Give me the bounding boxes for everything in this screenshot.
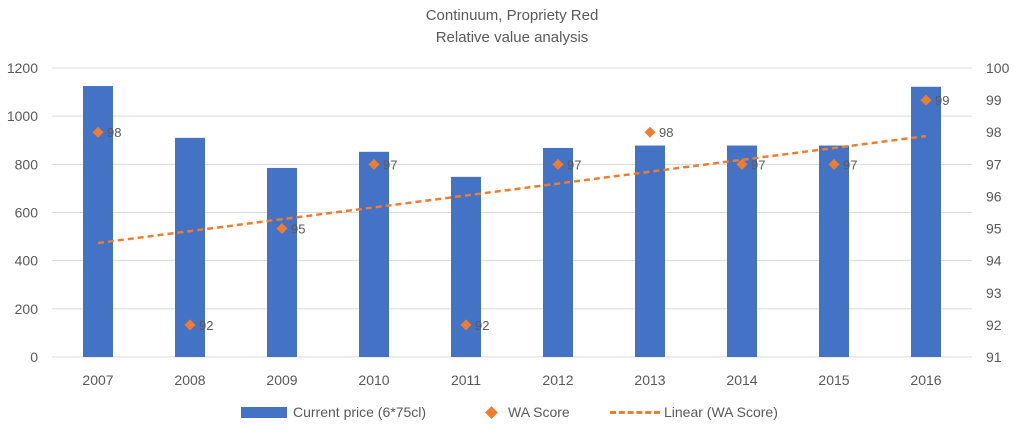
y-right-tick-label: 98	[986, 124, 1002, 140]
legend-label-trend: Linear (WA Score)	[664, 404, 778, 420]
bar	[727, 145, 757, 357]
y-right-tick-label: 96	[986, 188, 1002, 204]
data-label: 97	[751, 157, 765, 172]
legend-item-scatter: WA Score	[485, 402, 570, 422]
data-label: 92	[199, 318, 213, 333]
y-right-tick-label: 99	[986, 92, 1002, 108]
data-label: 95	[291, 222, 305, 237]
y-right-tick-label: 91	[986, 349, 1002, 365]
scatter-point	[92, 126, 104, 138]
x-tick-label: 2011	[451, 372, 481, 388]
bar	[267, 167, 297, 357]
legend-item-trend: Linear (WA Score)	[610, 402, 778, 422]
x-tick-label: 2015	[818, 372, 849, 388]
legend-diamond-swatch	[485, 405, 498, 419]
chart-title: Continuum, Propriety Red	[425, 7, 599, 24]
bar	[819, 145, 849, 357]
y-left-tick-label: 1000	[7, 108, 38, 124]
data-label: 98	[107, 125, 121, 140]
plot-area: 0 200 400 600 800 1000 1200 91 92 93 94 95 96 97 98 99 1…	[7, 60, 1010, 388]
scatter-point	[460, 319, 472, 331]
y-left-tick-label: 200	[15, 301, 39, 317]
y-right-tick-label: 95	[986, 221, 1002, 237]
data-label: 92	[475, 318, 489, 333]
x-tick-label: 2007	[82, 372, 113, 388]
scatter-point	[368, 158, 380, 170]
scatter-point	[644, 126, 656, 138]
y-left-tick-label: 600	[15, 205, 39, 221]
legend-label-scatter: WA Score	[508, 404, 570, 420]
legend-bar-swatch	[241, 406, 287, 418]
legend: Current price (6*75cl) WA Score Linear (…	[0, 402, 1024, 422]
x-tick-label: 2009	[266, 372, 297, 388]
x-tick-label: 2010	[358, 372, 389, 388]
y-left-tick-label: 0	[30, 349, 38, 365]
x-tick-label: 2013	[634, 372, 665, 388]
y-left-tick-label: 400	[15, 253, 39, 269]
scatter-point	[184, 319, 196, 331]
x-tick-label: 2014	[726, 372, 757, 388]
scatter-point	[736, 158, 748, 170]
x-tick-label: 2016	[910, 372, 941, 388]
y-left-tick-label: 1200	[7, 60, 38, 76]
data-label: 99	[935, 93, 949, 108]
bar	[543, 147, 573, 357]
y-right-tick-label: 92	[986, 317, 1002, 333]
data-label: 97	[843, 157, 857, 172]
data-label: 98	[659, 125, 673, 140]
bar	[359, 151, 389, 357]
legend-label-bar: Current price (6*75cl)	[293, 404, 427, 420]
y-right-tick-label: 94	[986, 253, 1002, 269]
x-tick-label: 2008	[174, 372, 205, 388]
bar	[911, 86, 941, 357]
scatter-point	[552, 158, 564, 170]
y-right-tick-label: 93	[986, 285, 1002, 301]
x-tick-label: 2012	[542, 372, 573, 388]
chart-subtitle: Relative value analysis	[435, 29, 589, 46]
y-right-tick-label: 97	[986, 156, 1002, 172]
scatter-point	[828, 158, 840, 170]
scatter-point	[276, 223, 288, 235]
bar	[635, 145, 665, 357]
trendline	[97, 134, 927, 245]
scatter-point	[920, 94, 932, 106]
y-left-tick-label: 800	[15, 156, 39, 172]
data-label: 97	[567, 157, 581, 172]
data-label: 97	[383, 157, 397, 172]
legend-dashed-swatch	[610, 410, 660, 414]
legend-item-bar: Current price (6*75cl)	[241, 402, 426, 422]
y-right-tick-label: 100	[986, 60, 1010, 76]
